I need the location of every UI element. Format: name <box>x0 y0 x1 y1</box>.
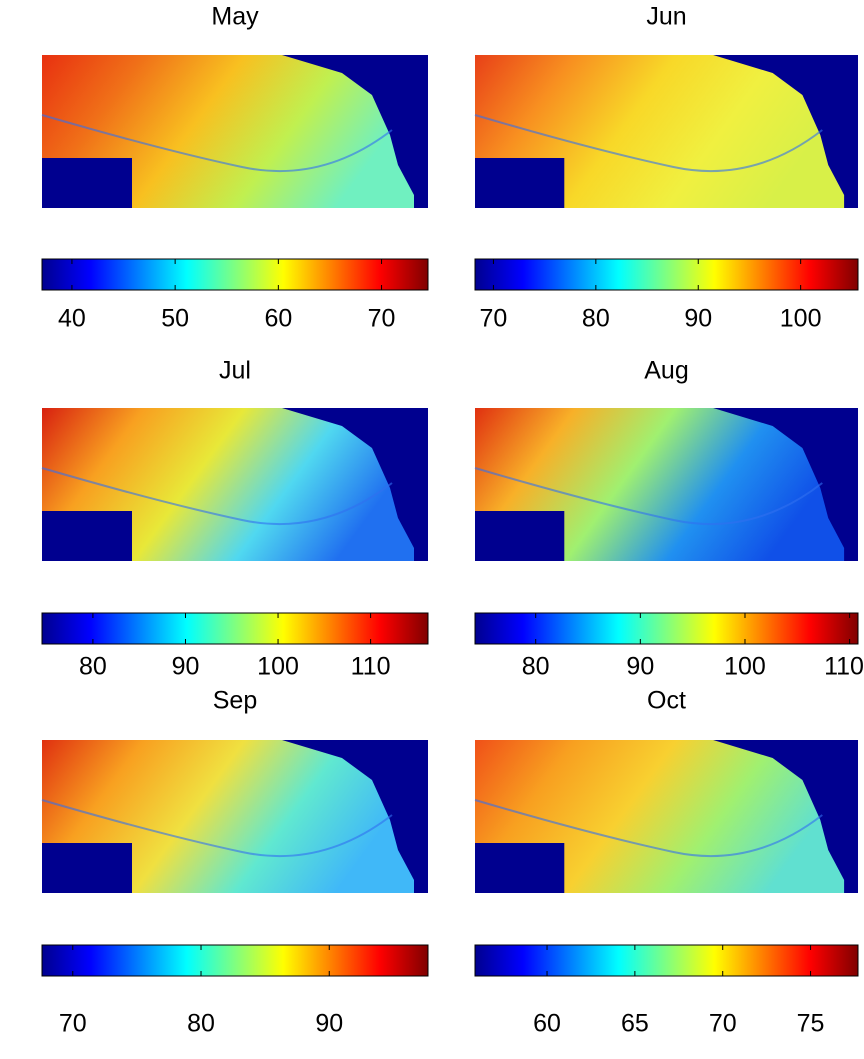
map-panel <box>474 408 858 561</box>
colorbar-tick-label: 70 <box>480 305 508 333</box>
colorbar-tick-label: 60 <box>264 305 292 333</box>
colorbar-tick-label: 110 <box>824 653 864 681</box>
colorbar-tick-label: 40 <box>58 305 86 333</box>
colorbar-tick-label: 80 <box>522 653 550 681</box>
colorbar-tick-label: 70 <box>368 305 396 333</box>
colorbar-tick-label: 110 <box>351 653 391 681</box>
panel-title: Aug <box>644 357 688 385</box>
map-river <box>474 467 823 526</box>
colorbar-tick-label: 80 <box>582 305 610 333</box>
colorbar-tick-label: 50 <box>161 305 189 333</box>
colorbar <box>474 944 859 977</box>
map-land <box>475 55 845 208</box>
colorbar-tick-label: 70 <box>709 1010 737 1038</box>
colorbar-tick-label: 70 <box>59 1010 87 1038</box>
colorbar-tick-label: 90 <box>626 653 654 681</box>
map-land <box>475 740 845 893</box>
map-land <box>475 408 845 561</box>
colorbar-tick-label: 80 <box>79 653 107 681</box>
map-panel <box>41 740 428 893</box>
colorbar-tick-label: 90 <box>315 1010 343 1038</box>
map-river <box>474 799 823 858</box>
panel-title: Jul <box>219 357 251 385</box>
panel-title: Jun <box>646 3 686 31</box>
map-land <box>42 55 414 208</box>
panel-title: May <box>211 3 259 31</box>
panel-title: Oct <box>647 687 686 715</box>
colorbar <box>474 612 859 645</box>
colorbar-tick-label: 80 <box>187 1010 215 1038</box>
colorbar-tick-label: 100 <box>780 305 822 333</box>
colorbar-tick-label: 100 <box>257 653 299 681</box>
map-panel <box>41 408 428 561</box>
colorbar-tick-label: 90 <box>684 305 712 333</box>
map-land <box>42 740 414 893</box>
colorbar-tick-label: 65 <box>621 1010 649 1038</box>
map-river <box>41 467 393 526</box>
panel-title: Sep <box>213 687 257 715</box>
colorbar-tick-label: 90 <box>172 653 200 681</box>
map-river <box>474 114 823 173</box>
colorbar-tick-label: 100 <box>724 653 766 681</box>
map-panel <box>474 740 858 893</box>
colorbar <box>41 944 429 977</box>
colorbar-tick-label: 75 <box>797 1010 825 1038</box>
map-river <box>41 799 393 858</box>
colorbar-tick-label: 60 <box>533 1010 561 1038</box>
colorbar <box>41 258 429 291</box>
colorbar <box>474 258 859 291</box>
map-river <box>41 114 393 173</box>
map-panel <box>474 55 858 208</box>
map-land <box>42 408 414 561</box>
colorbar <box>41 612 429 645</box>
map-panel <box>41 55 428 208</box>
